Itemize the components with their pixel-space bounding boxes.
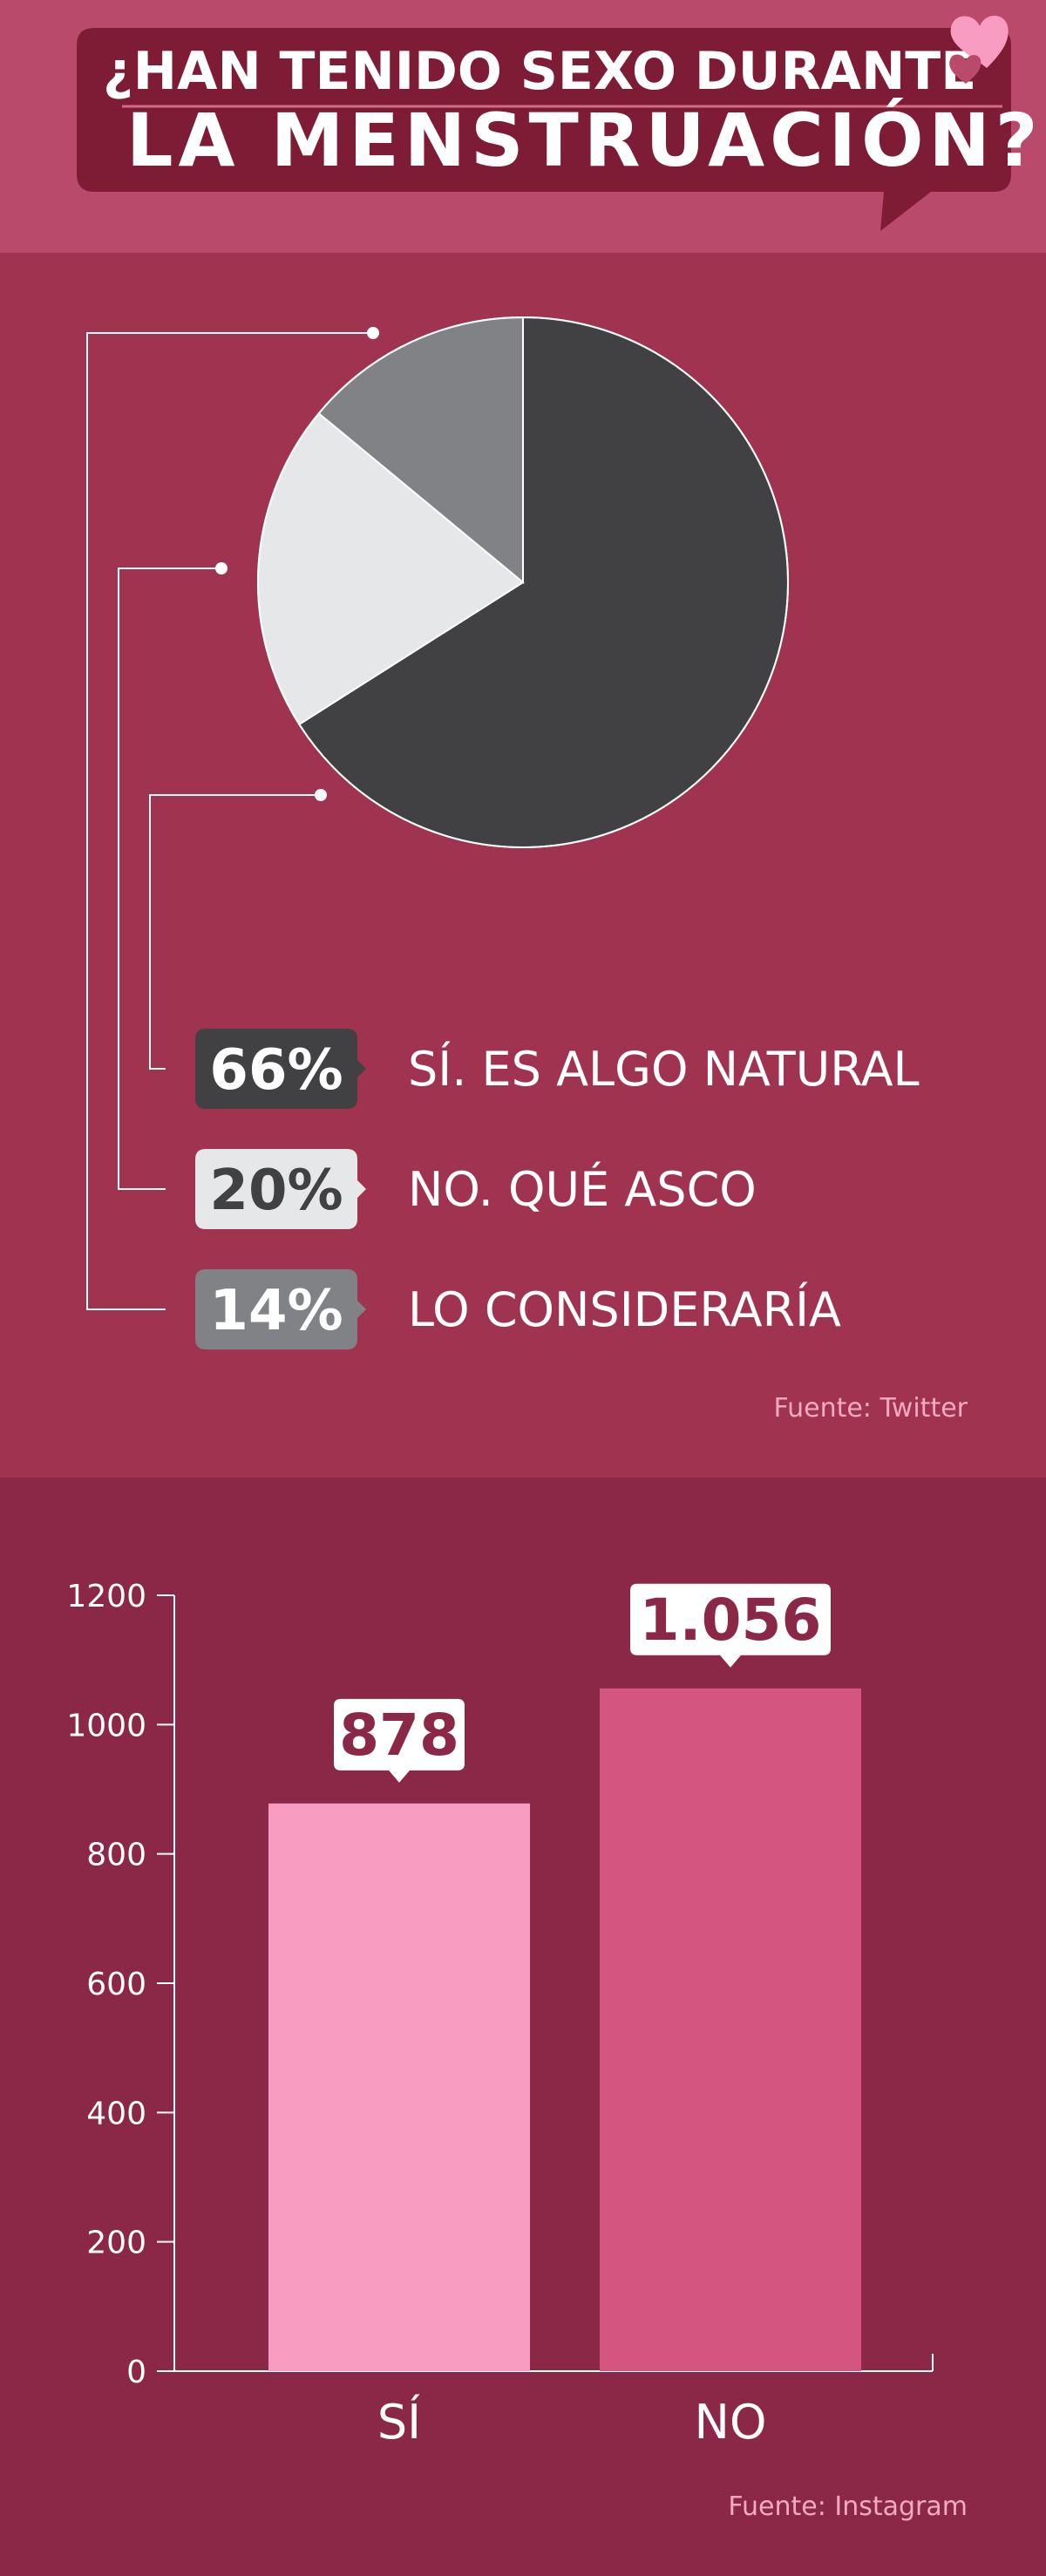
legend-percent-14: 14% (209, 1279, 343, 1343)
bar-value-badge (630, 1583, 831, 1668)
y-tick-label: 1000 (66, 1708, 146, 1743)
y-tick-label: 600 (86, 1967, 146, 2002)
y-tick-label: 800 (86, 1838, 146, 1873)
bar-value-badge (334, 1698, 465, 1783)
legend-percent-20: 20% (209, 1159, 343, 1223)
connector-dot-14 (367, 327, 379, 339)
title-graphic: ¿HAN TENIDO SEXO DURANTE LA MENSTRUACIÓN… (77, 16, 1043, 231)
legend-row-20: 20% NO. QUÉ ASCO (195, 1149, 757, 1229)
y-tick-label: 200 (86, 2226, 146, 2261)
heart-icon-large (950, 16, 1009, 68)
bars (268, 1688, 861, 2371)
bar-no (600, 1688, 861, 2371)
y-tick-label: 1200 (66, 1579, 146, 1614)
pie-chart-section: 66% SÍ. ES ALGO NATURAL 20% NO. QUÉ ASCO… (0, 253, 1046, 1478)
legend-row-66: 66% SÍ. ES ALGO NATURAL (195, 1029, 920, 1109)
legend-label-20: NO. QUÉ ASCO (408, 1162, 757, 1217)
bar-value-label: 1.056 (640, 1587, 822, 1654)
x-category-label: NO (695, 2395, 767, 2450)
bar-categories: SÍ NO (377, 2395, 767, 2450)
pie-chart: 66% SÍ. ES ALGO NATURAL 20% NO. QUÉ ASCO… (86, 316, 968, 1424)
bar-value-label: 878 (339, 1702, 459, 1769)
y-tick-label: 400 (86, 2096, 146, 2131)
title-speech-bubble (77, 28, 1011, 231)
connector-line-14 (86, 332, 373, 1310)
connector-line-66 (149, 794, 321, 1070)
bar-source: Fuente: Instagram (728, 2491, 968, 2522)
legend-label-66: SÍ. ES ALGO NATURAL (408, 1042, 920, 1097)
title-line-1: ¿HAN TENIDO SEXO DURANTE (103, 41, 976, 102)
legend-label-14: LO CONSIDERARÍA (408, 1282, 841, 1337)
legend-badge-66 (195, 1029, 366, 1109)
pie-source: Fuente: Twitter (773, 1393, 968, 1424)
bar-value-labels: 878 1.056 (334, 1583, 831, 1783)
legend-row-14: 14% LO CONSIDERARÍA (195, 1269, 841, 1349)
y-tick-label: 0 (126, 2355, 146, 2390)
connector-line-20 (118, 568, 221, 1190)
pie-slices (257, 316, 789, 848)
connector-dot-20 (215, 562, 228, 574)
pie-outline (257, 316, 789, 848)
connector-dot-66 (315, 789, 327, 801)
x-category-label: SÍ (377, 2395, 421, 2450)
bar-chart: 0 200 400 600 800 1000 1200 878 1.056 SÍ NO Fuen… (66, 1579, 968, 2522)
legend-percent-66: 66% (209, 1038, 343, 1103)
header-band: ¿HAN TENIDO SEXO DURANTE LA MENSTRUACIÓN… (0, 0, 1046, 253)
legend-badge-14 (195, 1269, 366, 1349)
title-line-2: LA MENSTRUACIÓN? (126, 98, 1043, 183)
y-axis-ticks: 0 200 400 600 800 1000 1200 (66, 1579, 174, 2390)
heart-icon-small (949, 54, 981, 84)
bar-si (268, 1803, 530, 2371)
pie-connectors (86, 332, 373, 1310)
bar-chart-section: 0 200 400 600 800 1000 1200 878 1.056 SÍ NO Fuen… (0, 1478, 1046, 2576)
legend-badge-20 (195, 1149, 366, 1229)
